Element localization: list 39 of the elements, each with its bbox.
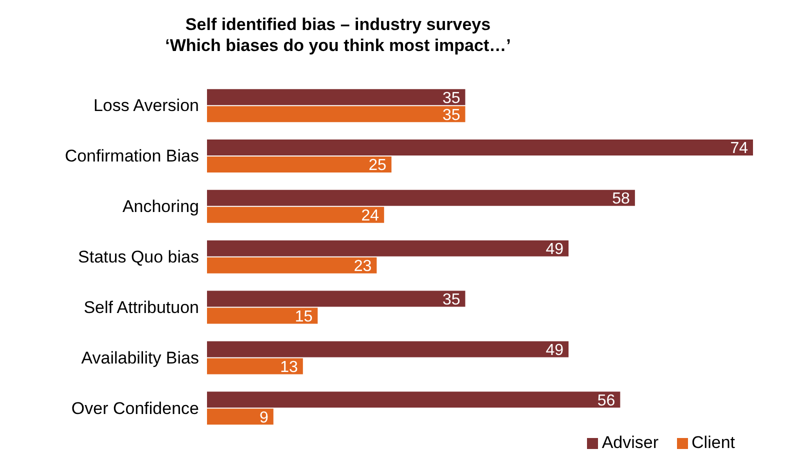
bar bbox=[207, 308, 318, 324]
legend-label: Client bbox=[692, 433, 735, 452]
bar bbox=[207, 257, 377, 274]
bar bbox=[207, 392, 620, 408]
data-label: 9 bbox=[260, 409, 268, 426]
y-tick-label: Loss Aversion bbox=[93, 96, 199, 116]
legend-label: Adviser bbox=[602, 433, 659, 452]
data-label: 24 bbox=[361, 208, 380, 225]
bar bbox=[207, 290, 466, 307]
data-label: 15 bbox=[294, 308, 313, 326]
bar bbox=[207, 240, 569, 256]
data-label: 35 bbox=[442, 90, 460, 107]
y-tick-label: Over Confidence bbox=[71, 398, 199, 418]
bar bbox=[207, 408, 274, 425]
bar bbox=[207, 206, 384, 223]
bar bbox=[207, 341, 569, 358]
data-label: 49 bbox=[546, 241, 564, 258]
data-label: 49 bbox=[546, 342, 564, 359]
y-tick-label: Status Quo bias bbox=[78, 248, 199, 267]
bar bbox=[207, 190, 635, 206]
data-label: 35 bbox=[442, 106, 460, 124]
bar bbox=[207, 106, 466, 122]
data-label: 13 bbox=[280, 358, 298, 376]
bar bbox=[207, 358, 303, 374]
chart-title: Self identified bias – industry surveys bbox=[184, 14, 492, 35]
y-tick-label: Self Attributuon bbox=[84, 298, 199, 317]
bar bbox=[207, 156, 392, 173]
data-label: 25 bbox=[368, 157, 387, 174]
bar bbox=[207, 140, 753, 156]
bar bbox=[207, 89, 466, 106]
y-tick-label: Confirmation Bias bbox=[64, 146, 199, 166]
chart-subtitle: ‘Which biases do you think most impact…’ bbox=[164, 35, 512, 56]
data-label: 35 bbox=[442, 291, 460, 308]
data-label: 58 bbox=[612, 190, 630, 208]
data-label: 56 bbox=[597, 392, 616, 410]
data-label: 23 bbox=[354, 258, 372, 276]
data-label: 74 bbox=[730, 140, 748, 158]
y-tick-label: Anchoring bbox=[122, 197, 199, 216]
y-tick-label: Availability Bias bbox=[81, 348, 199, 368]
